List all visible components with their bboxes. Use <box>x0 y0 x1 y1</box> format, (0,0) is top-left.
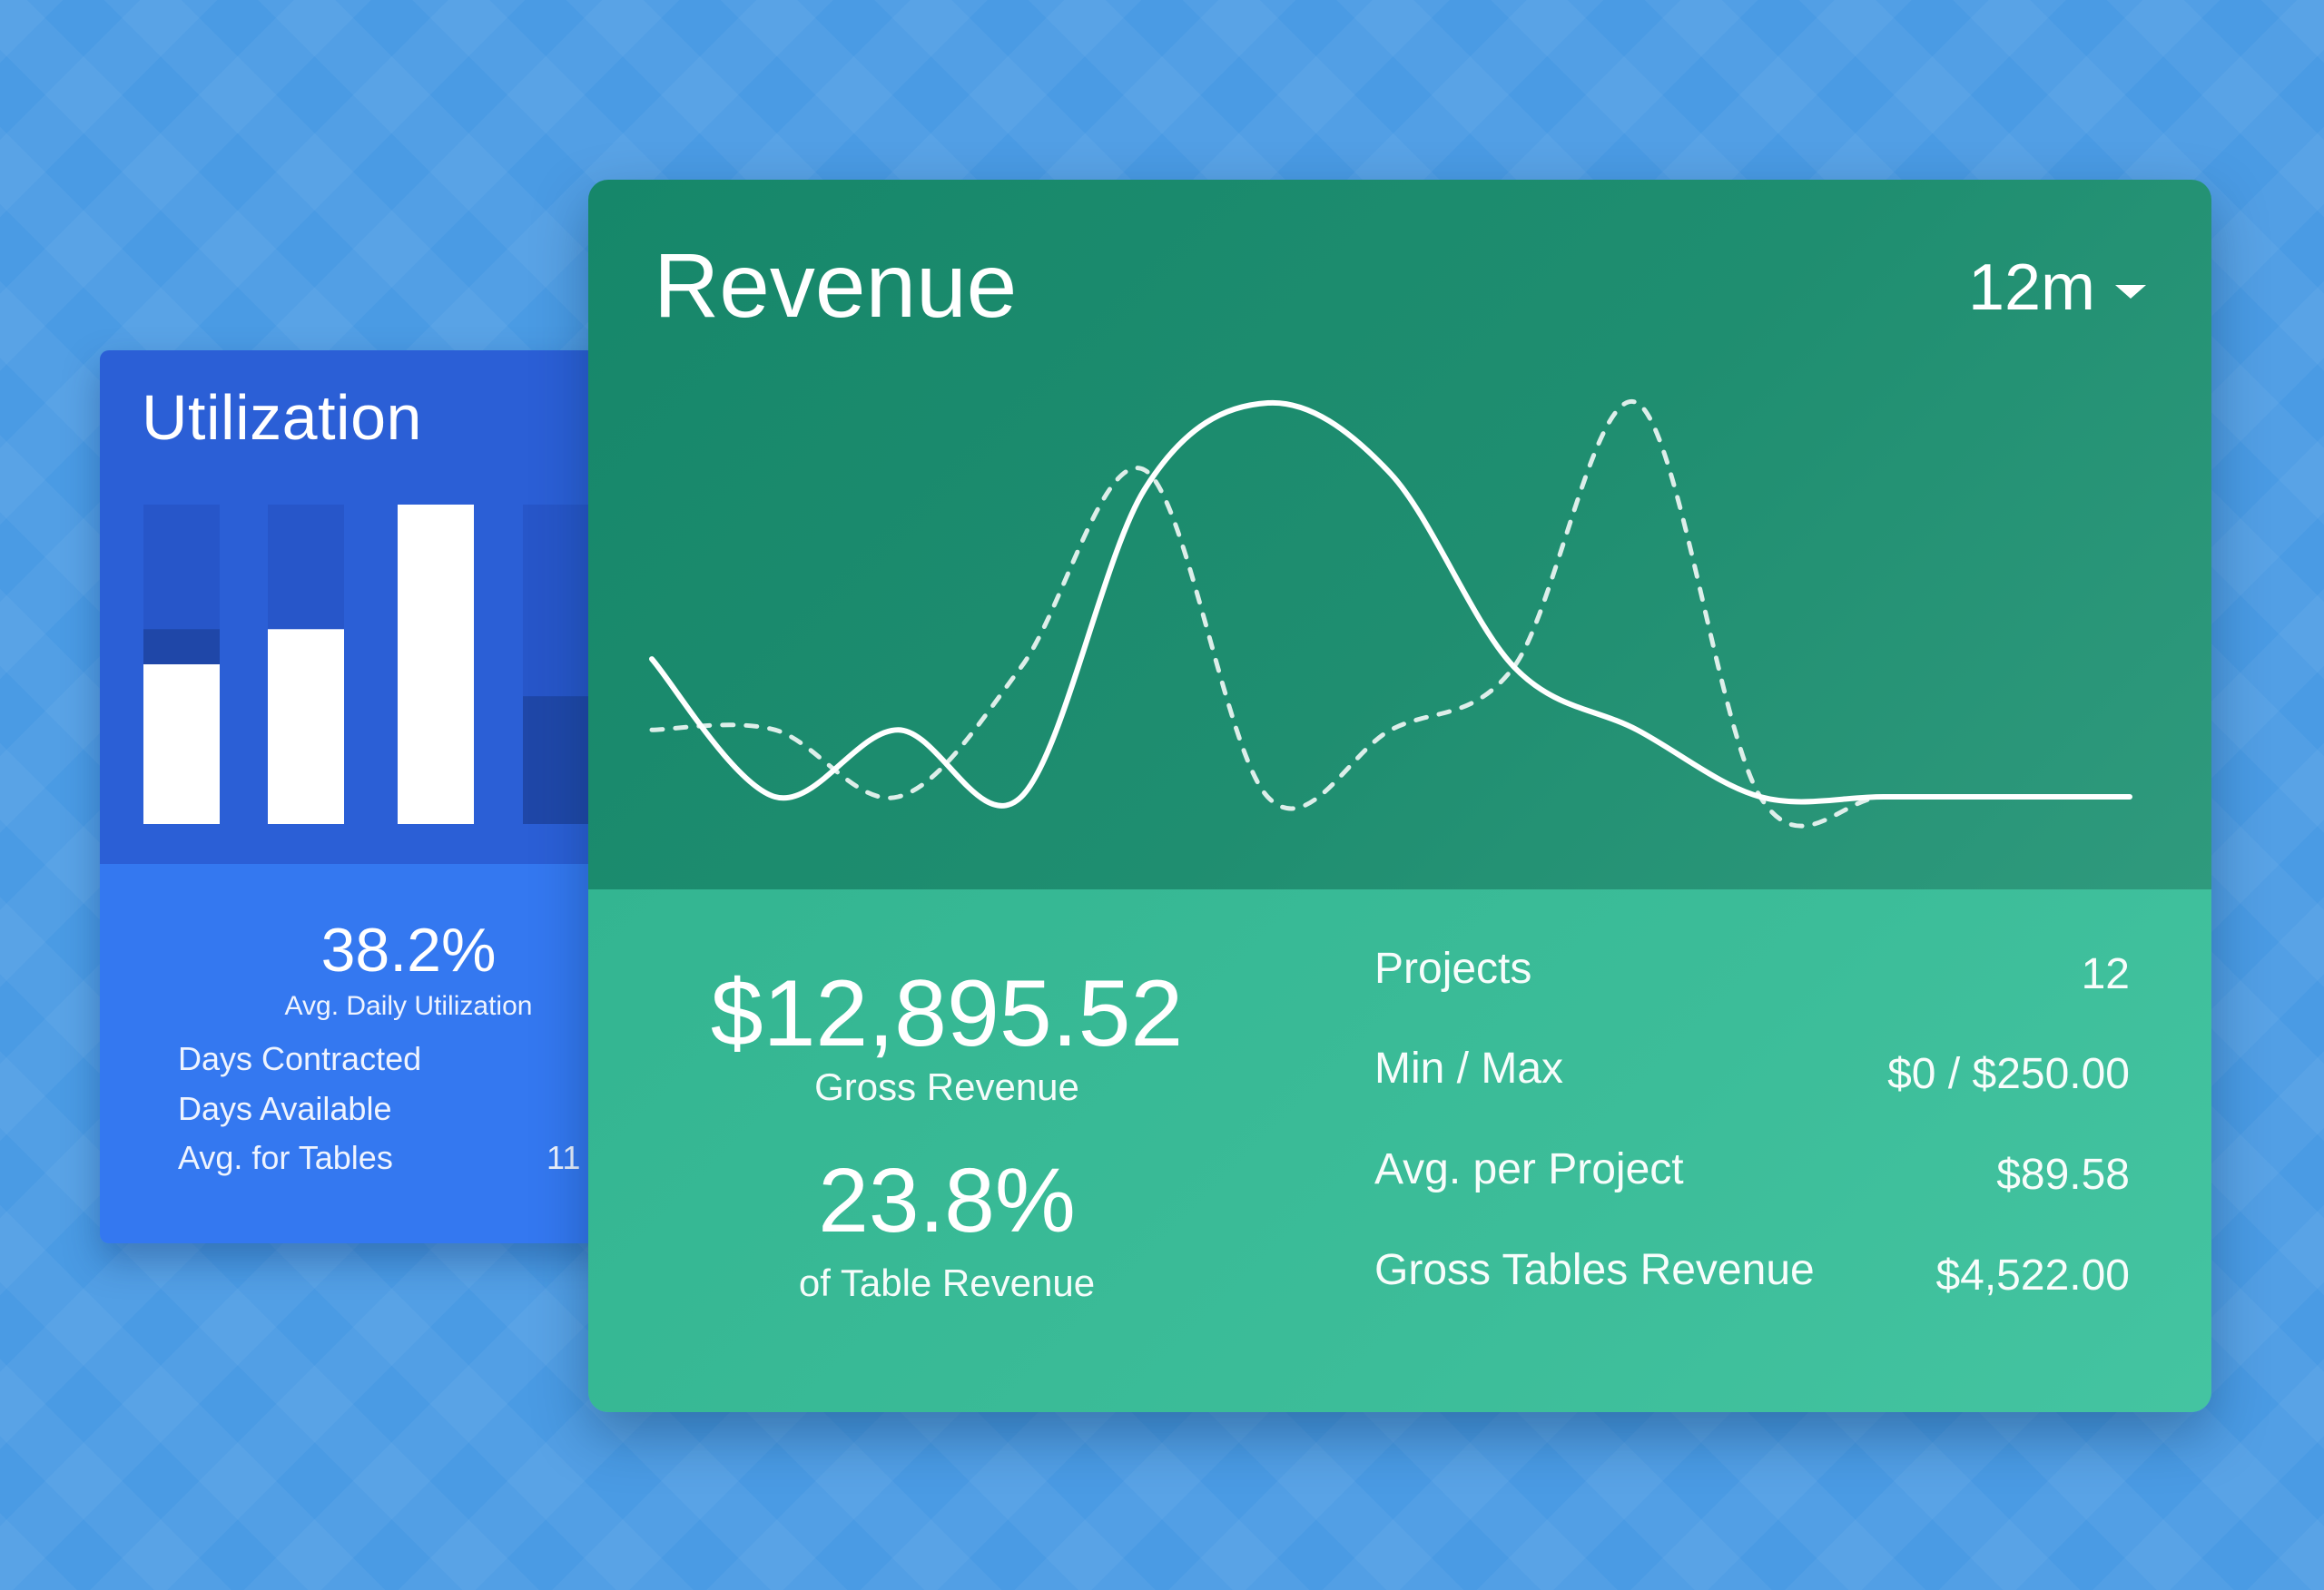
bar-fill <box>143 664 220 824</box>
days-contracted-label: Days Contracted <box>178 1040 422 1077</box>
bar-fill <box>268 629 344 824</box>
bar-fill <box>398 505 474 824</box>
utilization-card: Utilization 38.2% Avg. Daily Utilization… <box>100 350 608 1243</box>
min-max-value: $0 / $250.00 <box>1887 1050 2130 1098</box>
avg-per-project-value: $89.58 <box>1996 1151 2130 1199</box>
revenue-title: Revenue <box>654 235 1018 337</box>
revenue-card: Revenue 12m $12,895.52 Gross Revenue 23.… <box>588 180 2211 1412</box>
table-revenue-percent: 23.8% <box>818 1150 1076 1251</box>
revenue-series-line-dashed <box>649 399 2132 829</box>
range-selector-dropdown[interactable]: 12m <box>1968 250 2146 325</box>
caret-down-icon[interactable] <box>2115 284 2146 299</box>
avg-daily-utilization-value: 38.2% <box>320 916 497 985</box>
projects-label: Projects <box>1374 945 1532 993</box>
bar-band <box>523 696 599 824</box>
gross-tables-revenue-label: Gross Tables Revenue <box>1374 1246 1815 1294</box>
utilization-stats-panel: 38.2% Avg. Daily Utilization Days Contra… <box>100 864 608 1243</box>
utilization-bar <box>398 505 474 824</box>
avg-per-project-label: Avg. per Project <box>1374 1145 1684 1193</box>
gross-revenue-value: $12,895.52 <box>710 961 1184 1066</box>
days-available-label: Days Available <box>178 1090 392 1127</box>
utilization-title: Utilization <box>142 382 422 453</box>
projects-value: 12 <box>2081 950 2130 998</box>
table-revenue-label: of Table Revenue <box>798 1261 1096 1304</box>
bar-band <box>143 629 220 664</box>
gross-tables-revenue-value: $4,522.00 <box>1935 1251 2130 1300</box>
avg-for-tables-label: Avg. for Tables <box>178 1139 393 1176</box>
avg-daily-utilization-label: Avg. Daily Utilization <box>284 991 533 1021</box>
revenue-line-chart <box>649 399 2132 829</box>
avg-for-tables-value: 11 <box>547 1139 581 1176</box>
utilization-bar <box>523 505 599 824</box>
revenue-series-line <box>649 399 2132 809</box>
revenue-chart-panel: Revenue 12m <box>588 180 2211 889</box>
utilization-chart-panel: Utilization <box>100 350 608 864</box>
gross-revenue-label: Gross Revenue <box>814 1065 1079 1108</box>
utilization-bar <box>268 505 344 824</box>
utilization-bar-chart <box>143 505 599 824</box>
revenue-stats-panel: $12,895.52 Gross Revenue 23.8% of Table … <box>588 889 2211 1412</box>
range-selector-label[interactable]: 12m <box>1967 251 2095 324</box>
min-max-label: Min / Max <box>1374 1045 1564 1093</box>
utilization-bar <box>143 505 220 824</box>
